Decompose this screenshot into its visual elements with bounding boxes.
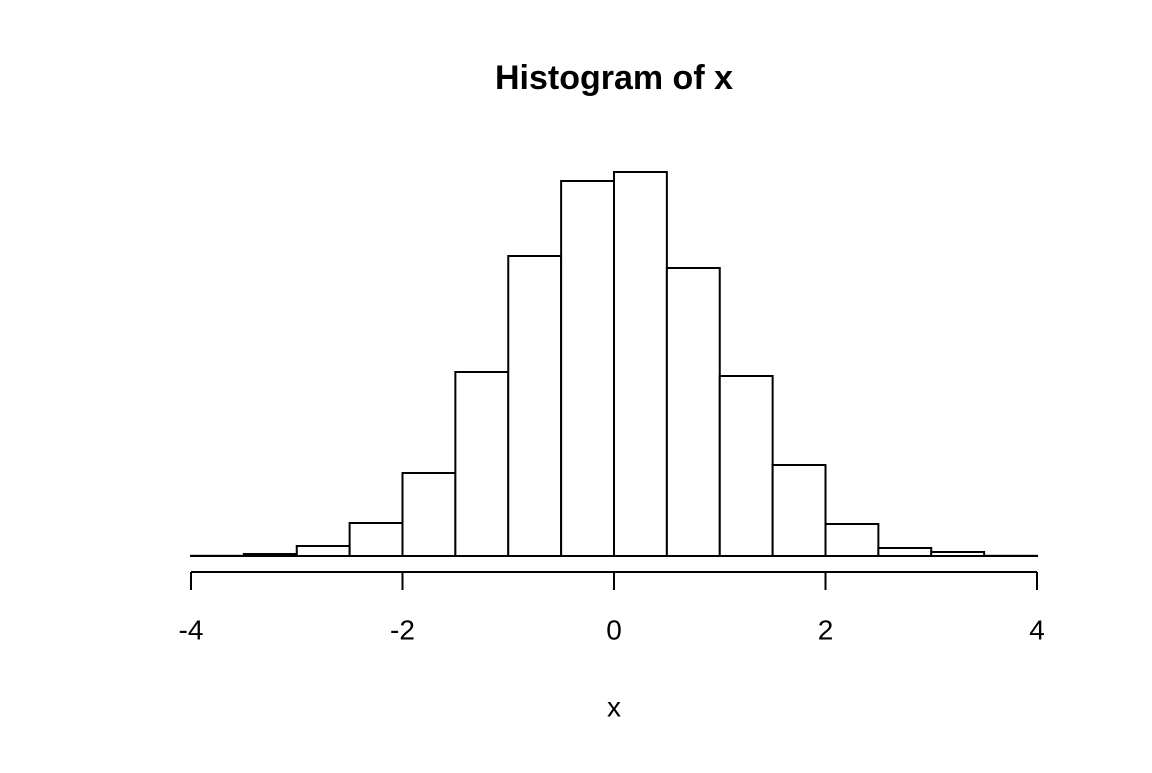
bar — [244, 554, 297, 556]
bar — [931, 552, 984, 556]
bar — [614, 172, 667, 556]
x-axis-label: x — [607, 691, 621, 722]
bar — [720, 376, 773, 556]
x-tick-label: 0 — [606, 614, 622, 645]
x-tick-label: 2 — [818, 614, 834, 645]
bar — [667, 268, 720, 556]
bar — [455, 372, 508, 556]
bar — [297, 546, 350, 556]
x-tick-label: -2 — [390, 614, 415, 645]
chart-title: Histogram of x — [495, 59, 733, 97]
bar — [826, 524, 879, 556]
bar — [773, 465, 826, 556]
x-tick-label: 4 — [1029, 614, 1045, 645]
bar — [403, 473, 456, 556]
bar — [350, 523, 403, 556]
bar — [878, 548, 931, 556]
x-tick-label: -4 — [179, 614, 204, 645]
bar — [508, 256, 561, 556]
bar — [561, 181, 614, 556]
